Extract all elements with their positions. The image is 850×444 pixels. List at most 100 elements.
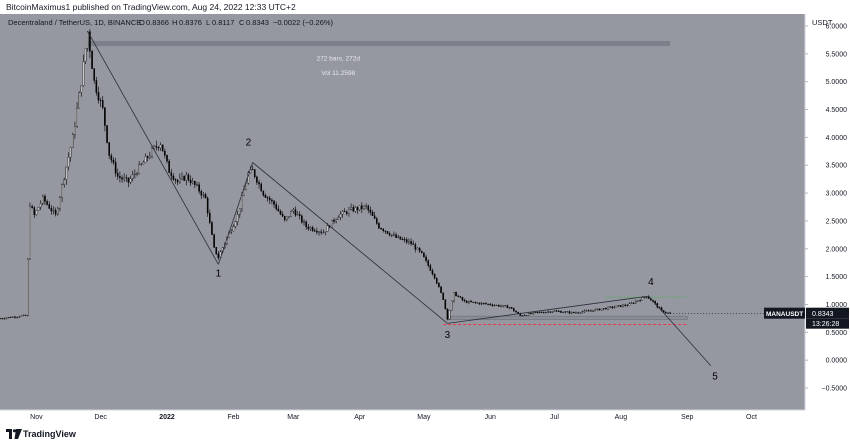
candle-body [7,317,10,319]
candle-body [343,210,346,212]
candle-body [86,31,89,49]
countdown-bg [806,318,849,329]
candle-body [645,296,648,298]
candle-body [440,286,442,293]
plot-area[interactable] [0,14,805,410]
candle-body [420,250,423,253]
candle-body [534,311,537,313]
candle-body [146,156,149,158]
candle-body [93,68,95,81]
publisher-line: BitcoinMaximus1 published on TradingView… [6,2,296,12]
candle-body [369,209,372,213]
candle-body [209,212,211,223]
wave-label: 2 [246,138,252,149]
candle-body [241,195,243,209]
candle-body [367,205,370,211]
candle-body [37,207,40,211]
candle-body [463,299,466,302]
candle-body [480,302,483,305]
candle-body [433,273,436,279]
candle-body [560,311,562,313]
candle-body [575,312,577,314]
candle-body [320,231,322,233]
price-axis[interactable] [805,14,850,410]
candle-body [157,147,160,149]
candle-body [380,227,382,230]
time-tick-label: Oct [746,414,757,421]
candle-body [457,295,459,297]
candle-body [635,301,637,304]
candle-body [311,227,314,231]
ohlc-l-value: 0.8117 [212,18,234,27]
candle-body [0,318,1,320]
wave-trendlines[interactable] [87,31,712,366]
candle-body [442,292,444,300]
candle-body [637,300,639,302]
candle-body [106,125,108,143]
candle-body [620,305,622,307]
candle-body [624,304,626,306]
candle-body [204,194,207,199]
candle-body [136,173,138,175]
price-tick-label: 4.5000 [826,107,848,114]
candle-body [397,236,400,238]
symbol-tag-bg [764,307,805,319]
range-measure[interactable]: 272 bars, 272d Vol 11.2598 [87,41,671,77]
candle-body [185,174,188,181]
candle-body [371,212,374,217]
price-tick-label: 6.0000 [826,24,848,31]
candle-body [80,85,83,93]
candle-body [20,315,23,317]
candle-body [187,174,190,181]
candle-body [3,318,6,320]
candle-body [570,311,573,314]
candle-body [521,315,524,317]
price-tick-label: 1.0000 [826,302,848,309]
candle-body [474,301,477,303]
time-axis[interactable] [0,410,850,424]
candle-body [253,169,256,178]
candle-body [579,312,581,314]
candle-body [572,311,575,314]
candle-body [414,244,417,250]
candle-body [159,144,162,149]
candle-body [538,311,541,313]
candle-body [592,310,594,312]
candle-body [472,301,474,303]
price-tick-label: 1.5000 [826,274,848,281]
candle-body [288,216,290,218]
candle-body [365,205,367,207]
candle-body [532,312,534,314]
candle-body [258,182,260,185]
candle-body [181,176,183,179]
ohlc-c-value: 0.8343 [246,18,269,27]
candle-body [626,305,629,307]
candle-body [63,179,66,185]
candle-body [39,203,42,208]
candle-body [335,219,337,222]
candle-body [352,207,355,212]
candle-body [429,265,432,271]
candle-body [138,164,140,174]
candle-body [478,302,481,305]
candle-body [613,306,616,308]
candle-body [669,312,671,314]
chart-title: Decentraland / TetherUS, 1D, BINANCE [8,18,141,27]
candle-body [427,260,429,266]
chart[interactable]: 272 bars, 272d Vol 11.2598 1 2 3 4 5 6.0000 5.… [0,14,850,424]
ohlc-l-label: L [206,18,210,27]
currency-label: USDT [812,18,833,27]
candle-body [52,209,55,212]
candle-body [549,311,552,313]
price-tick-label: 2.5000 [826,218,848,225]
candle-body [129,178,132,183]
candle-body [134,173,136,175]
support-zone [447,315,688,320]
candle-body [555,310,558,312]
wave-label: 1 [216,269,222,280]
ohlc-h-label: H [172,18,177,27]
candle-body [602,308,605,310]
candle-body [391,234,393,236]
footer: TradingView [0,424,850,444]
candle-body [97,92,100,101]
